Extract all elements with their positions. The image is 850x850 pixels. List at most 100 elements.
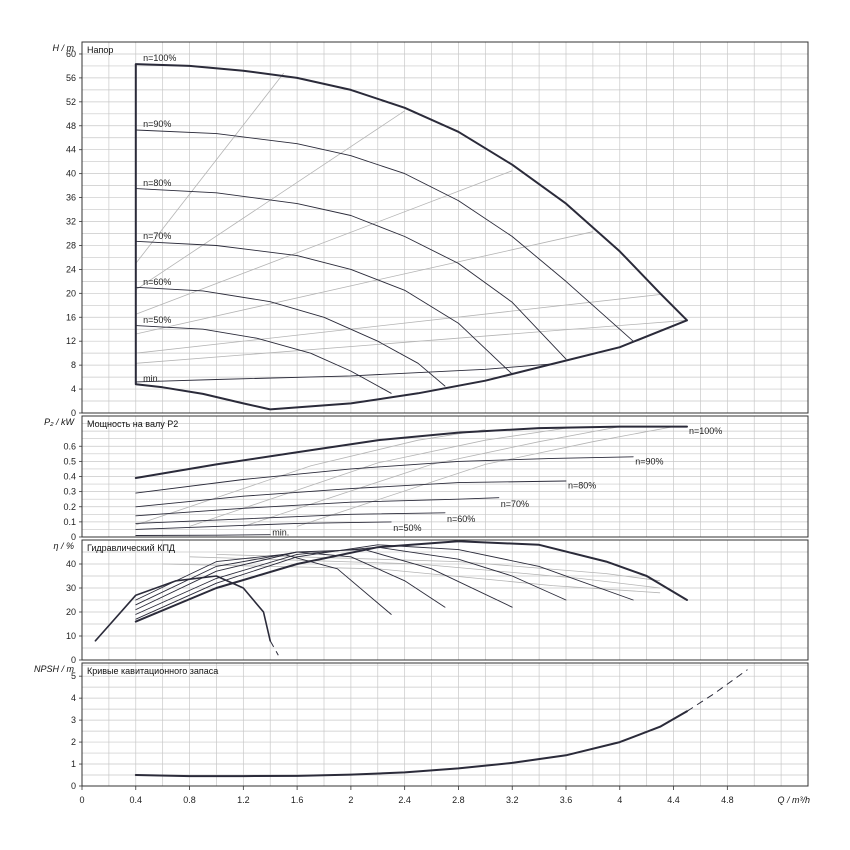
y-tick-label: 4	[71, 384, 76, 394]
curve-label: n=100%	[143, 53, 176, 63]
y-tick-label: 0	[71, 532, 76, 542]
series-curve	[135, 363, 554, 383]
guide-curve	[243, 426, 620, 527]
y-axis-label-head: H / m	[53, 43, 75, 53]
series-curve	[135, 512, 446, 524]
y-tick-label: 24	[66, 264, 76, 274]
envelope-curve	[134, 64, 688, 411]
series-curve	[135, 546, 567, 615]
curve-label: n=60%	[447, 514, 475, 524]
y-tick-label: 5	[71, 671, 76, 681]
y-tick-label: 12	[66, 336, 76, 346]
y-tick-label: 0.6	[63, 441, 76, 451]
y-tick-label: 3	[71, 715, 76, 725]
y-tick-label: 10	[66, 631, 76, 641]
series-curve	[135, 456, 634, 494]
y-tick-label: 4	[71, 693, 76, 703]
panel-title-power: Мощность на валу P2	[87, 419, 178, 429]
y-tick-label: 0	[71, 655, 76, 665]
y-tick-label: 8	[71, 360, 76, 370]
x-tick-label: 0	[79, 795, 84, 805]
panel-title-efficiency: Гидравлический КПД	[87, 543, 175, 553]
curve-label: n=70%	[501, 499, 529, 509]
guide-curve	[216, 554, 661, 582]
guide-curve	[135, 319, 688, 364]
series-curve	[135, 497, 500, 517]
y-axis-label-efficiency: η / %	[53, 541, 74, 551]
x-tick-label: 3.6	[560, 795, 573, 805]
y-tick-label: 40	[66, 559, 76, 569]
curve-label: n=90%	[143, 119, 171, 129]
guide-curve	[296, 426, 674, 527]
series-curve	[135, 286, 446, 387]
x-tick-label: 4.8	[721, 795, 734, 805]
panel-title-npsh: Кривые кавитационного запаса	[87, 666, 218, 676]
series-curve	[135, 480, 567, 508]
curve-label: n=80%	[568, 481, 596, 491]
y-tick-label: 36	[66, 193, 76, 203]
series-curves	[94, 63, 748, 778]
y-tick-label: 32	[66, 217, 76, 227]
y-tick-label: 60	[66, 49, 76, 59]
x-tick-label: 2	[348, 795, 353, 805]
y-tick-label: 56	[66, 73, 76, 83]
guide-curves	[135, 72, 688, 594]
guide-curve	[189, 556, 661, 589]
series-curve	[135, 534, 271, 536]
y-tick-label: 28	[66, 240, 76, 250]
y-tick-label: 40	[66, 169, 76, 179]
x-tick-label: 1.6	[291, 795, 304, 805]
x-tick-label: 4.4	[667, 795, 680, 805]
x-axis-label: Q / m³/h	[777, 795, 810, 805]
y-tick-label: 0.3	[63, 487, 76, 497]
series-curve	[135, 240, 513, 375]
curve-label: n=60%	[143, 277, 171, 287]
guide-curve	[189, 427, 567, 527]
series-curve	[135, 129, 634, 342]
x-tick-label: 0.4	[130, 795, 143, 805]
series-curve	[135, 551, 446, 608]
series-curve	[135, 521, 392, 530]
y-tick-label: 48	[66, 121, 76, 131]
curve-label: min.	[143, 373, 160, 383]
y-tick-label: 0.1	[63, 517, 76, 527]
y-tick-label: 52	[66, 97, 76, 107]
series-curve	[134, 63, 688, 322]
panel-title-head: Напор	[87, 45, 113, 55]
guide-curve	[135, 231, 593, 335]
y-tick-label: 0.5	[63, 456, 76, 466]
panel-frame-npsh	[81, 662, 809, 787]
series-curve	[94, 575, 271, 642]
curve-label: n=50%	[393, 523, 421, 533]
curve-label: min.	[272, 527, 289, 537]
guide-curve	[135, 72, 285, 264]
extension-curve	[269, 640, 279, 656]
panel-frame-efficiency	[81, 539, 809, 661]
series-curve	[135, 325, 392, 394]
series-curve	[135, 188, 567, 360]
x-tick-label: 4	[617, 795, 622, 805]
guide-curve	[135, 429, 486, 526]
y-tick-label: 0.2	[63, 502, 76, 512]
curve-label: n=100%	[689, 426, 722, 436]
series-curve	[134, 425, 688, 479]
x-tick-label: 2.8	[452, 795, 465, 805]
y-axis-label-npsh: NPSH / m	[34, 664, 75, 674]
y-tick-label: 0.4	[63, 472, 76, 482]
series-curve	[134, 710, 688, 778]
y-tick-label: 16	[66, 312, 76, 322]
y-tick-label: 30	[66, 583, 76, 593]
panel-frames	[79, 41, 809, 790]
series-curve	[135, 553, 392, 615]
grid-lines	[82, 42, 808, 786]
y-tick-label: 2	[71, 737, 76, 747]
x-tick-label: 3.2	[506, 795, 519, 805]
guide-curve	[162, 563, 661, 594]
x-tick-label: 0.8	[183, 795, 196, 805]
guide-curve	[135, 294, 661, 354]
y-tick-label: 0	[71, 408, 76, 418]
curve-label: n=70%	[143, 231, 171, 241]
y-axis-label-power: P₂ / kW	[44, 417, 75, 427]
